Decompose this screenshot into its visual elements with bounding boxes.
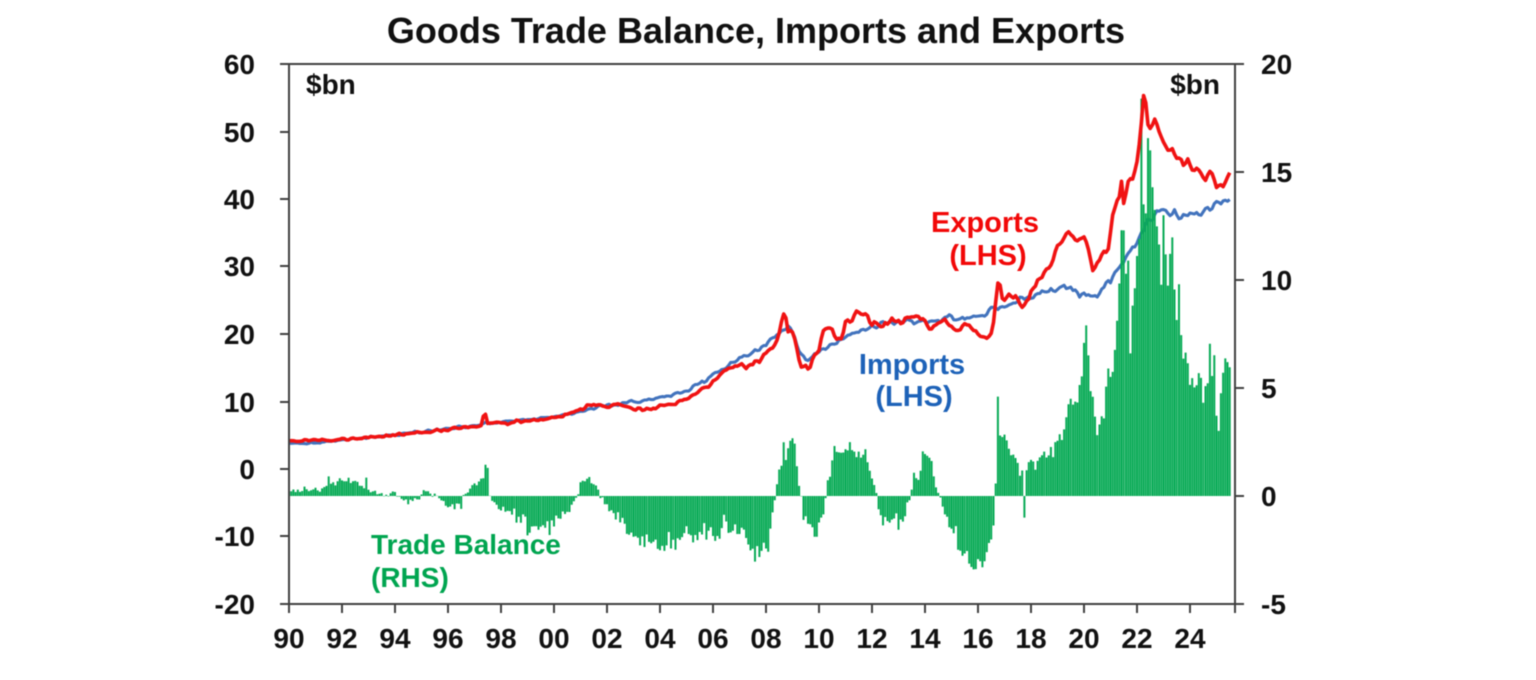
- svg-text:16: 16: [962, 623, 993, 654]
- svg-text:15: 15: [1261, 157, 1292, 188]
- svg-text:Trade Balance: Trade Balance: [371, 529, 561, 560]
- svg-text:96: 96: [432, 623, 463, 654]
- svg-text:30: 30: [224, 251, 255, 282]
- svg-text:20: 20: [1068, 623, 1099, 654]
- svg-text:$bn: $bn: [1170, 69, 1220, 100]
- svg-text:06: 06: [697, 623, 728, 654]
- svg-text:0: 0: [1261, 481, 1277, 512]
- svg-text:5: 5: [1261, 373, 1277, 404]
- svg-text:14: 14: [909, 623, 941, 654]
- svg-text:90: 90: [273, 623, 304, 654]
- svg-text:10: 10: [224, 387, 255, 418]
- svg-text:10: 10: [803, 623, 834, 654]
- svg-text:98: 98: [485, 623, 516, 654]
- svg-text:22: 22: [1121, 623, 1152, 654]
- svg-text:02: 02: [591, 623, 622, 654]
- svg-text:-10: -10: [215, 521, 255, 552]
- svg-text:12: 12: [856, 623, 887, 654]
- svg-text:24: 24: [1174, 623, 1206, 654]
- svg-text:92: 92: [326, 623, 357, 654]
- svg-text:08: 08: [750, 623, 781, 654]
- svg-text:Goods Trade Balance, Imports a: Goods Trade Balance, Imports and Exports: [387, 10, 1125, 51]
- svg-text:20: 20: [224, 319, 255, 350]
- svg-text:(RHS): (RHS): [371, 562, 449, 593]
- svg-text:-5: -5: [1261, 589, 1286, 620]
- svg-text:10: 10: [1261, 265, 1292, 296]
- svg-text:50: 50: [224, 117, 255, 148]
- svg-text:20: 20: [1261, 49, 1292, 80]
- svg-text:0: 0: [239, 454, 255, 485]
- svg-text:60: 60: [224, 49, 255, 80]
- svg-text:-20: -20: [215, 589, 255, 620]
- svg-text:(LHS): (LHS): [949, 240, 1026, 272]
- svg-text:40: 40: [224, 184, 255, 215]
- svg-text:(LHS): (LHS): [875, 381, 952, 413]
- svg-text:$bn: $bn: [306, 69, 356, 100]
- svg-text:04: 04: [644, 623, 676, 654]
- svg-text:18: 18: [1015, 623, 1046, 654]
- svg-text:Exports: Exports: [931, 207, 1039, 239]
- svg-text:Imports: Imports: [859, 349, 965, 381]
- svg-text:00: 00: [538, 623, 569, 654]
- svg-text:94: 94: [379, 623, 411, 654]
